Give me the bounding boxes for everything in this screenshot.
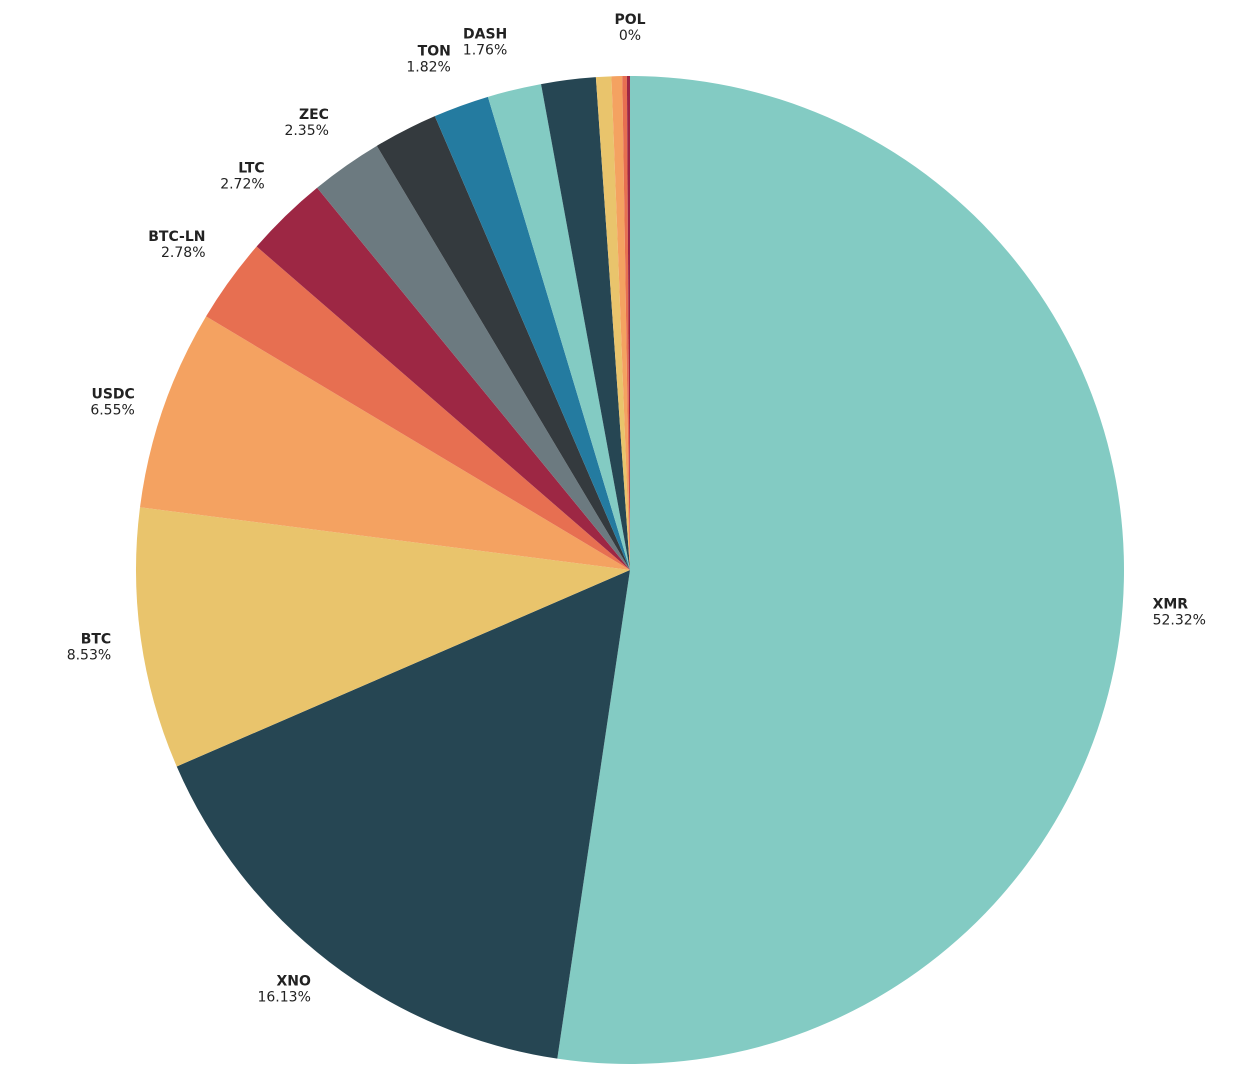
pie-slice	[135, 507, 630, 767]
pie-slice	[622, 76, 630, 570]
slice-value-label: 1.82%	[406, 60, 450, 76]
slice-label: TON	[418, 44, 451, 60]
pie-slice	[256, 187, 630, 570]
slice-value-label: 0%	[619, 28, 641, 44]
slice-label: BTC	[81, 632, 112, 648]
slice-value-label: 16.13%	[257, 990, 310, 1006]
slice-label: USDC	[91, 387, 134, 403]
slice-value-label: 2.35%	[284, 123, 328, 139]
pie-slice	[434, 96, 630, 571]
slice-value-label: 2.72%	[220, 176, 264, 192]
slice-label: XMR	[1153, 597, 1189, 613]
pie-slice	[611, 76, 630, 570]
slice-value-label: 8.53%	[67, 648, 111, 664]
slice-value-label: 2.78%	[161, 245, 205, 261]
slice-label: ZEC	[299, 107, 329, 123]
slice-label: BTC-LN	[148, 229, 205, 245]
pie-slice	[487, 84, 630, 570]
pie-slice	[139, 316, 630, 570]
slice-label: DASH	[463, 27, 507, 43]
pie-slice	[376, 116, 630, 570]
pie-slice	[595, 76, 630, 570]
pie-slice	[206, 246, 630, 570]
slice-label: XNO	[276, 974, 311, 990]
pie-slice	[176, 570, 630, 1059]
pie-slice	[626, 76, 630, 570]
slice-label: LTC	[238, 160, 264, 176]
pie-slice	[557, 76, 1124, 1064]
slice-value-label: 6.55%	[90, 403, 134, 419]
pie-slice	[541, 77, 630, 570]
pie-slice	[317, 145, 630, 570]
slice-value-label: 52.32%	[1153, 613, 1206, 629]
slice-label: POL	[614, 12, 645, 28]
slice-value-label: 1.76%	[463, 43, 507, 59]
